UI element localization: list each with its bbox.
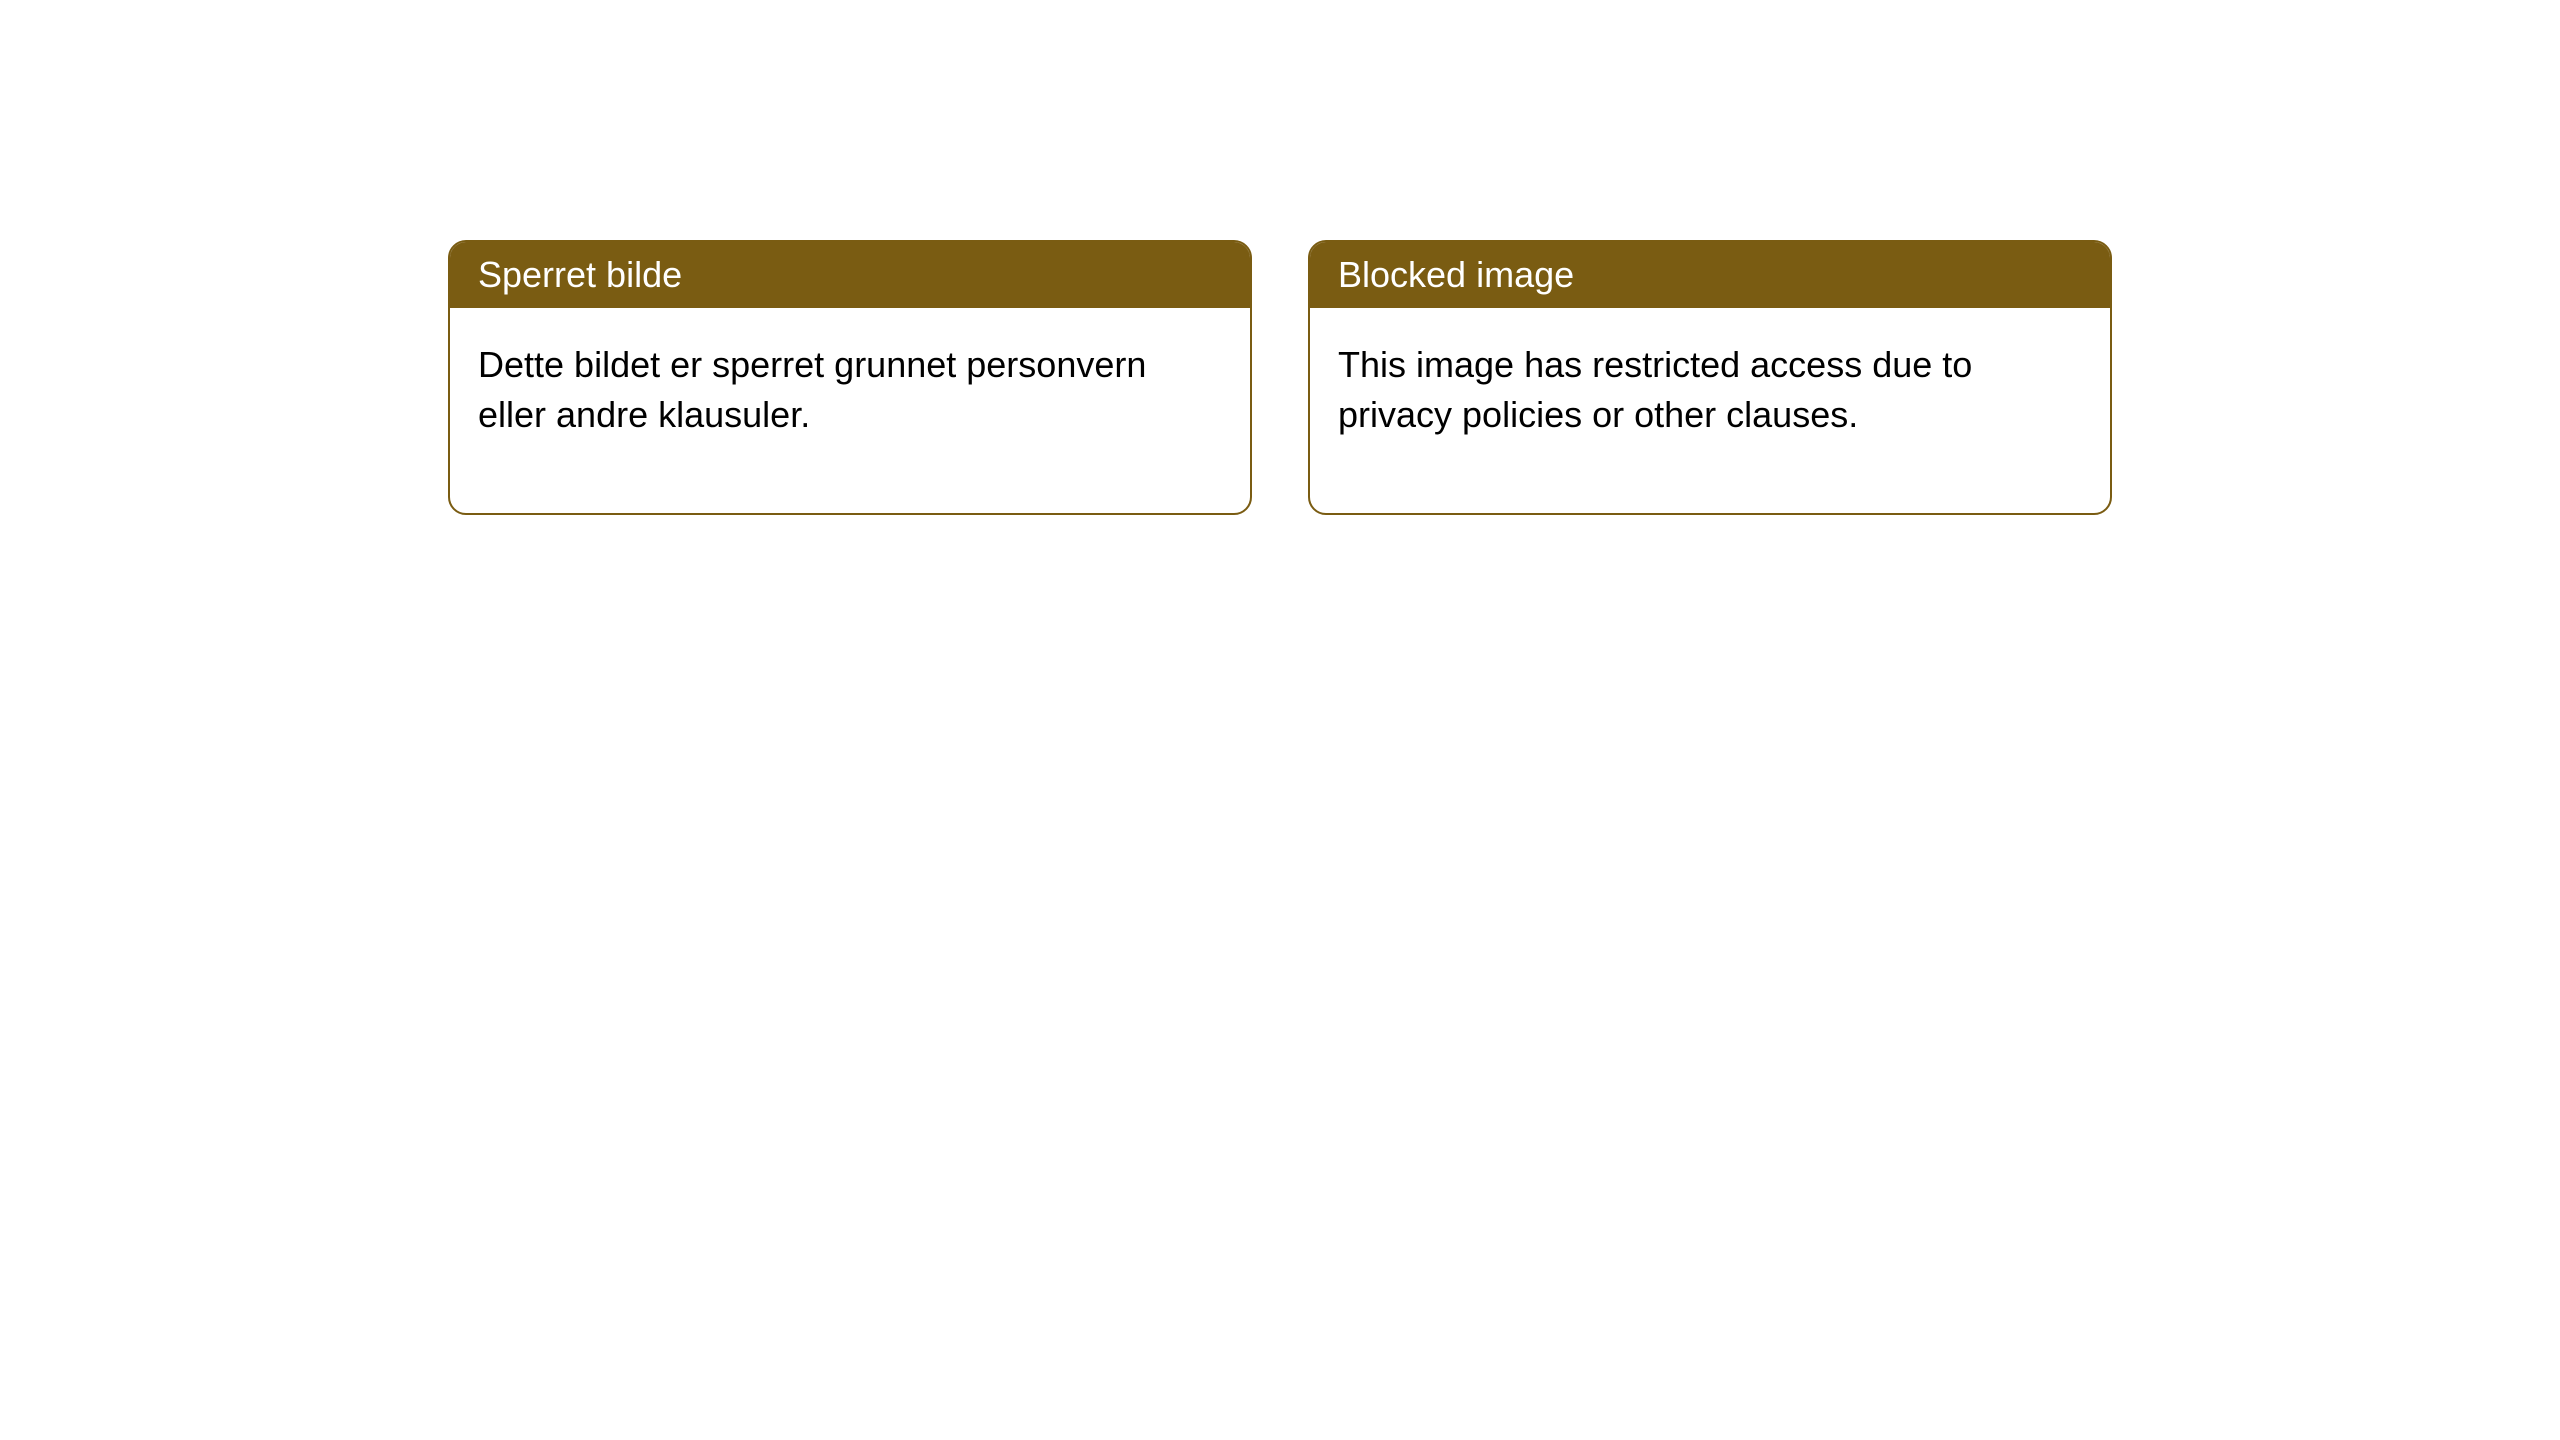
- card-body-english: This image has restricted access due to …: [1310, 308, 2110, 513]
- card-header-text: Blocked image: [1338, 254, 1574, 295]
- card-header-norwegian: Sperret bilde: [450, 242, 1250, 308]
- card-body-text: This image has restricted access due to …: [1338, 344, 1972, 435]
- card-english: Blocked image This image has restricted …: [1308, 240, 2112, 515]
- card-norwegian: Sperret bilde Dette bildet er sperret gr…: [448, 240, 1252, 515]
- card-header-text: Sperret bilde: [478, 254, 682, 295]
- card-body-text: Dette bildet er sperret grunnet personve…: [478, 344, 1146, 435]
- card-header-english: Blocked image: [1310, 242, 2110, 308]
- card-body-norwegian: Dette bildet er sperret grunnet personve…: [450, 308, 1250, 513]
- cards-container: Sperret bilde Dette bildet er sperret gr…: [0, 0, 2560, 755]
